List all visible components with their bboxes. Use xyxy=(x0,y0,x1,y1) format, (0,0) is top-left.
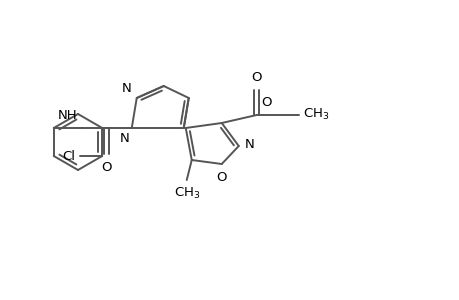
Text: CH$_3$: CH$_3$ xyxy=(173,186,200,201)
Text: O: O xyxy=(216,171,226,184)
Text: O: O xyxy=(251,71,262,84)
Text: Cl: Cl xyxy=(62,149,75,163)
Text: N: N xyxy=(244,137,254,151)
Text: CH$_3$: CH$_3$ xyxy=(302,106,329,122)
Text: N: N xyxy=(120,132,129,145)
Text: N: N xyxy=(122,82,131,95)
Text: O: O xyxy=(101,161,112,174)
Text: O: O xyxy=(261,96,271,109)
Text: NH: NH xyxy=(58,109,78,122)
